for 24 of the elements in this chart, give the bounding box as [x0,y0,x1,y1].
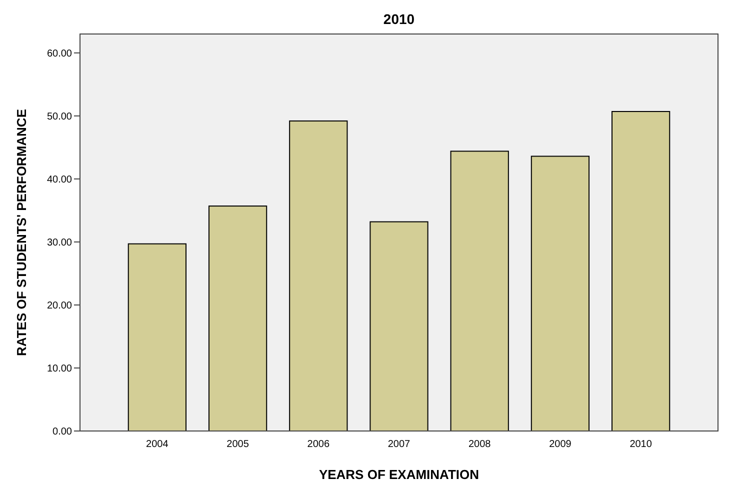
bar [128,243,186,432]
x-tick-label: 2005 [226,439,250,450]
y-tick-label: 20.00 [46,300,72,312]
y-tick-label: 0.00 [52,426,72,438]
bar [530,156,590,432]
x-tick-label: 2009 [549,439,572,450]
y-tick-label: 40.00 [46,174,72,186]
bar [450,150,509,432]
bar [612,111,670,432]
x-tick-label: 2010 [630,439,652,450]
y-tick-label: 50.00 [46,111,72,122]
y-tick-label: 10.00 [46,363,72,374]
chart-title: 2010 [383,11,415,27]
y-axis-title: RATES OF STUDENTS' PERFORMANCE [14,108,29,356]
y-tick-label: 30.00 [46,237,72,248]
bar [289,120,348,432]
x-tick-label: 2006 [307,439,330,450]
x-tick-label: 2004 [146,439,169,450]
bar [208,206,268,432]
x-tick-label: 2007 [388,439,411,450]
x-tick-label: 2008 [468,439,492,450]
bar [370,221,428,432]
x-axis-title: YEARS OF EXAMINATION [318,467,480,482]
y-tick-label: 60.00 [46,48,72,60]
